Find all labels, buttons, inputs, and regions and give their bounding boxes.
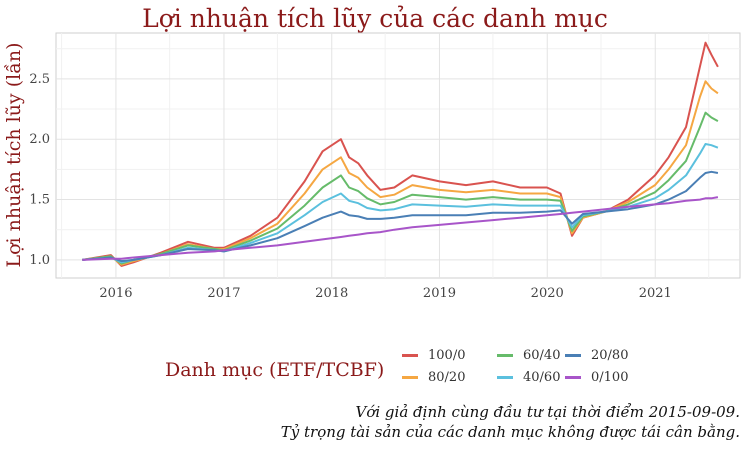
legend-swatch	[565, 376, 581, 379]
chart-title: Lợi nhuận tích lũy của các danh mục	[142, 4, 608, 33]
legend-label: 20/80	[591, 348, 629, 363]
y-tick-label: 2.5	[29, 72, 50, 87]
x-tick-label: 2018	[315, 286, 348, 301]
legend-swatch	[497, 354, 513, 357]
caption: Với giả định cùng đầu tư tại thời điểm 2…	[281, 402, 740, 442]
x-tick-label: 2017	[207, 286, 240, 301]
y-tick-label: 1.5	[29, 193, 50, 208]
grid	[56, 33, 740, 278]
legend-swatch	[497, 376, 513, 379]
legend-label: 60/40	[523, 348, 561, 363]
y-axis-label: Lợi nhuận tích lũy (lần)	[3, 43, 25, 268]
series-line-60-40	[82, 111, 719, 265]
legend-label: 100/0	[428, 348, 466, 363]
x-tick-label: 2020	[531, 286, 564, 301]
legend-item-20-80: 20/80	[565, 348, 628, 363]
legend-item-60-40: 60/40	[497, 348, 560, 363]
legend-label: 40/60	[523, 370, 561, 385]
plot-area: 1.0 1.5 2.0 2.5 2016 2017 2018 2019 2020 2021 Lợ…	[3, 32, 741, 301]
legend-swatch	[565, 354, 581, 357]
x-tick-label: 2016	[99, 286, 132, 301]
legend-item-0-100: 0/100	[565, 370, 628, 385]
legend-swatch	[402, 376, 418, 379]
series-line-0-100	[82, 196, 719, 261]
legend-title: Danh mục (ETF/TCBF)	[165, 359, 385, 381]
y-tick-label: 2.0	[29, 132, 50, 147]
legend-label: 0/100	[591, 370, 629, 385]
x-tick-labels: 2016 2017 2018 2019 2020 2021	[99, 286, 671, 301]
legend-label: 80/20	[428, 370, 466, 385]
series-lines	[82, 41, 719, 267]
y-tick-labels: 1.0 1.5 2.0 2.5	[29, 72, 50, 268]
legend-item-80-20: 80/20	[402, 370, 465, 385]
series-line-100-0	[82, 41, 719, 267]
plot-background	[55, 32, 741, 279]
legend-swatch	[402, 354, 418, 357]
caption-line-1: Với giả định cùng đầu tư tại thời điểm 2…	[355, 403, 741, 421]
legend-item-40-60: 40/60	[497, 370, 560, 385]
x-tick-label: 2019	[423, 286, 456, 301]
y-tick-label: 1.0	[29, 253, 50, 268]
x-tick-label: 2021	[639, 286, 672, 301]
legend-item-100-0: 100/0	[402, 348, 465, 363]
caption-line-2: Tỷ trọng tài sản của các danh mục không …	[280, 423, 740, 441]
